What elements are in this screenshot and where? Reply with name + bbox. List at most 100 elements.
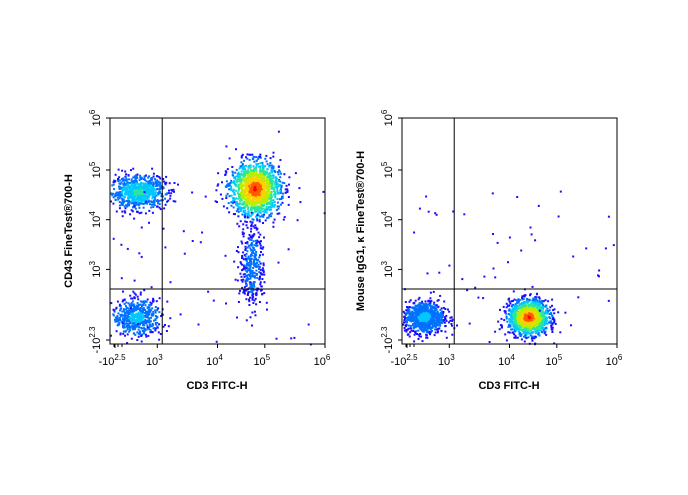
event-dot	[276, 338, 278, 340]
event-dot	[152, 324, 154, 326]
event-dot	[403, 322, 405, 324]
event-dot	[122, 326, 124, 328]
event-dot	[128, 178, 130, 180]
event-dot	[180, 313, 182, 315]
event-dot	[156, 317, 158, 319]
event-dot	[246, 253, 248, 255]
event-dot	[295, 172, 297, 174]
event-dot	[131, 319, 133, 321]
event-dot	[152, 311, 154, 313]
event-dot	[551, 331, 553, 333]
event-dot	[230, 205, 232, 207]
event-dot	[434, 310, 436, 312]
event-dot	[147, 314, 149, 316]
event-dot	[140, 177, 142, 179]
event-dot	[236, 181, 238, 183]
event-dot	[252, 302, 254, 304]
event-dot	[260, 197, 262, 199]
event-dot	[515, 335, 517, 337]
event-dot	[119, 309, 121, 311]
event-dot	[286, 191, 288, 193]
event-dot	[271, 170, 273, 172]
event-dot	[134, 175, 136, 177]
event-dot	[154, 329, 156, 331]
event-dot	[137, 323, 139, 325]
event-dot	[155, 319, 157, 321]
event-dot	[236, 317, 238, 319]
event-dot	[258, 236, 260, 238]
event-dot	[225, 197, 227, 199]
event-dot	[237, 208, 239, 210]
event-dot	[133, 218, 135, 220]
event-dot	[225, 255, 227, 257]
event-dot	[139, 331, 141, 333]
event-dot	[132, 168, 134, 170]
event-dot	[407, 333, 409, 335]
event-dot	[142, 198, 144, 200]
event-dot	[139, 175, 141, 177]
event-dot	[245, 267, 247, 269]
event-dot	[133, 307, 135, 309]
event-dot	[244, 168, 246, 170]
event-dot	[131, 324, 133, 326]
x-axis-label-1: CD3 FITC-H	[186, 380, 247, 392]
event-dot	[157, 184, 159, 186]
event-dot	[506, 318, 508, 320]
event-dot	[246, 319, 248, 321]
event-dot	[431, 318, 433, 320]
event-dot	[241, 276, 243, 278]
event-dot	[443, 301, 445, 303]
event-dot	[267, 193, 269, 195]
event-dot	[132, 291, 134, 293]
event-dot	[405, 322, 407, 324]
event-dot	[154, 189, 156, 191]
event-dot	[559, 331, 561, 333]
event-dot	[226, 180, 228, 182]
event-dot	[253, 244, 255, 246]
event-dot	[231, 195, 233, 197]
event-dot	[244, 264, 246, 266]
event-dot	[130, 307, 132, 309]
event-dot	[423, 307, 425, 309]
event-dot	[245, 191, 247, 193]
event-dot	[243, 235, 245, 237]
event-dot	[517, 337, 519, 339]
event-dot	[424, 310, 426, 312]
event-dot	[201, 232, 203, 234]
event-dot	[116, 330, 118, 332]
event-dot	[250, 281, 252, 283]
event-dot	[261, 201, 263, 203]
event-dot	[240, 193, 242, 195]
event-dot	[537, 302, 539, 304]
event-dot	[232, 189, 234, 191]
event-dot	[148, 222, 150, 224]
event-dot	[124, 335, 126, 337]
y-tick-exponent: 6	[88, 109, 97, 114]
event-dot	[421, 301, 423, 303]
event-dot	[450, 323, 452, 325]
event-dot	[159, 186, 161, 188]
event-dot	[288, 184, 290, 186]
event-dot	[244, 254, 246, 256]
event-dot	[140, 192, 142, 194]
event-dot	[164, 246, 166, 248]
event-dot	[288, 204, 290, 206]
event-dot	[177, 184, 179, 186]
event-dot	[260, 245, 262, 247]
event-dot	[119, 207, 121, 209]
event-dot	[253, 165, 255, 167]
event-dot	[415, 326, 417, 328]
event-dot	[139, 190, 141, 192]
event-dot	[409, 336, 411, 338]
event-dot	[531, 340, 533, 342]
event-dot	[271, 186, 273, 188]
event-dot	[277, 171, 279, 173]
event-dot	[123, 330, 125, 332]
event-dot	[251, 212, 253, 214]
event-dot	[145, 334, 147, 336]
event-dot	[147, 177, 149, 179]
event-dot	[273, 206, 275, 208]
event-dot	[228, 202, 230, 204]
